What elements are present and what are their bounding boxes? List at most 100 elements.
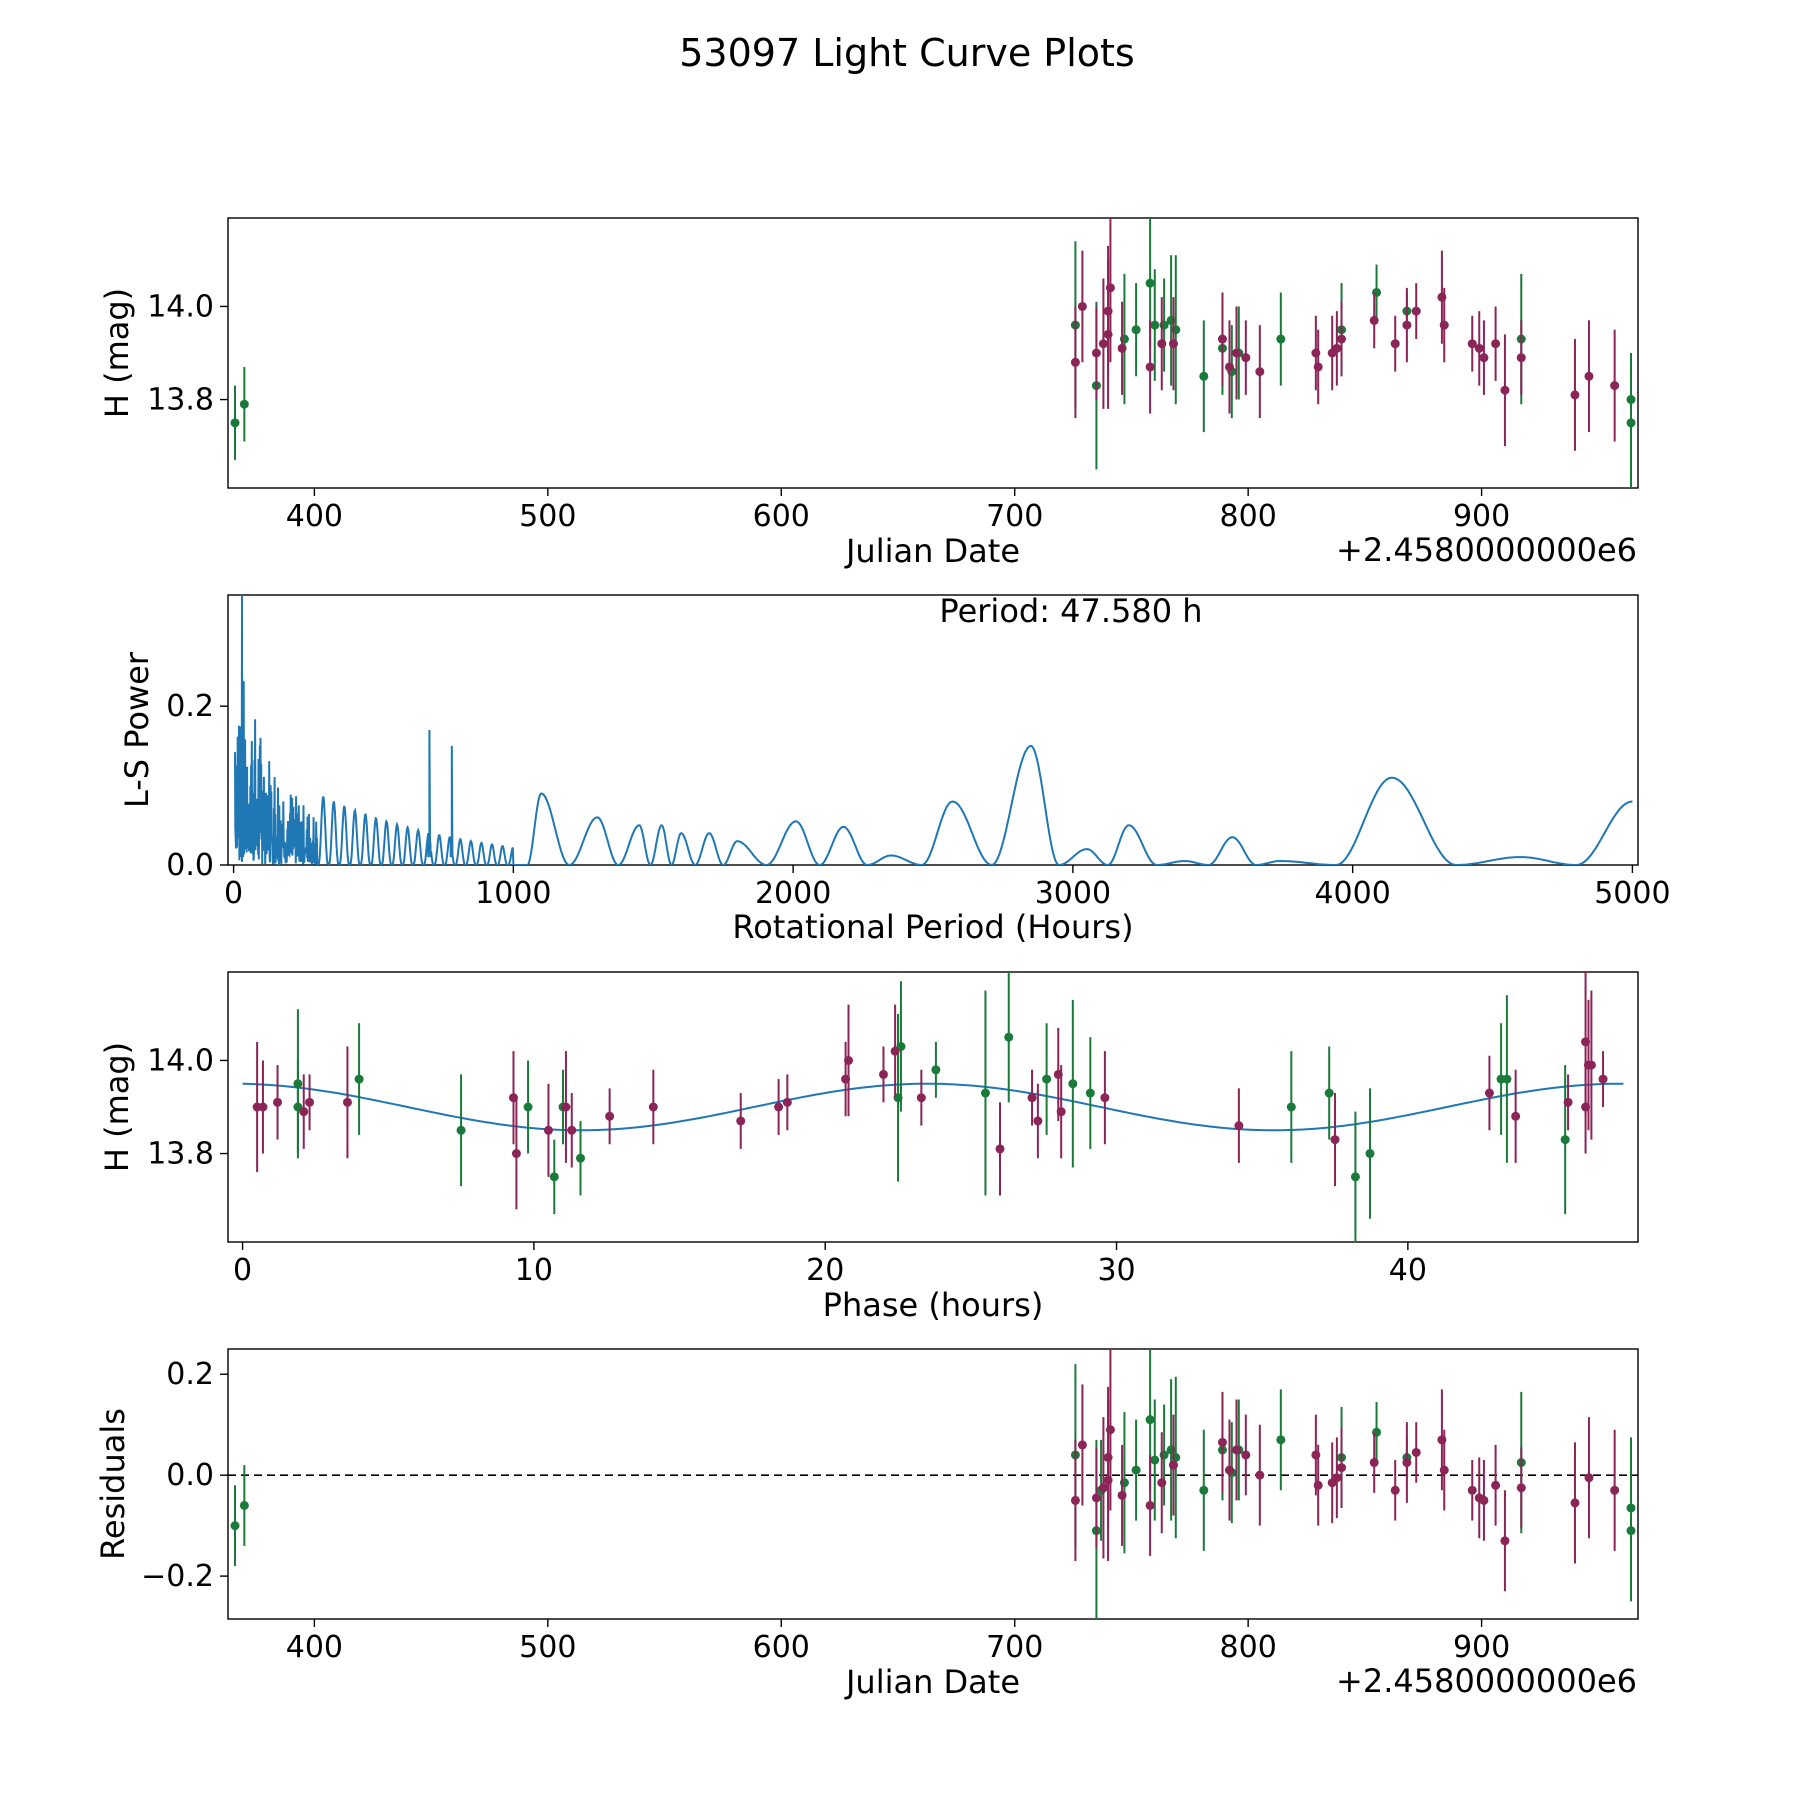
phased-data-point xyxy=(1324,1088,1334,1098)
periodogram-line xyxy=(234,595,1633,865)
light-curve-data-point xyxy=(1091,348,1101,358)
phased-model-curve xyxy=(242,1082,1624,1132)
residuals-data-point xyxy=(1369,1458,1379,1468)
residuals-data-point xyxy=(1103,1475,1113,1485)
residuals-data-point xyxy=(1390,1485,1400,1495)
light-curve-ytick-label: 14.0 xyxy=(147,289,214,324)
periodogram-xtick-label: 1000 xyxy=(475,876,551,911)
light-curve-data-point xyxy=(1516,353,1526,363)
phased-xtick-label: 10 xyxy=(515,1253,553,1288)
phased-data-point xyxy=(1234,1121,1244,1131)
phased-data-point xyxy=(995,1144,1005,1154)
residuals-xtick-label: 500 xyxy=(519,1630,576,1665)
light-curve-data-point xyxy=(1199,371,1209,381)
residuals-xtick-label: 900 xyxy=(1453,1630,1510,1665)
residuals-data-point xyxy=(1217,1437,1227,1447)
phased-data-point xyxy=(561,1102,571,1112)
phased-data-point xyxy=(1085,1088,1095,1098)
phased-data-point xyxy=(1560,1135,1570,1145)
light-curve-data-point xyxy=(1168,339,1178,349)
periodogram-xtick-label: 5000 xyxy=(1594,876,1670,911)
phased-data-point xyxy=(273,1097,283,1107)
phased-data-point xyxy=(605,1111,615,1121)
periodogram-xtick-label: 2000 xyxy=(755,876,831,911)
periodogram-xlabel: Rotational Period (Hours) xyxy=(732,908,1133,946)
figure-title: 53097 Light Curve Plots xyxy=(679,31,1134,75)
residuals-data-point xyxy=(1150,1455,1160,1465)
residuals-data-point xyxy=(1626,1526,1636,1536)
light-curve-xtick-label: 800 xyxy=(1220,499,1277,534)
residuals-data-point xyxy=(1276,1435,1286,1445)
periodogram-xtick-label: 3000 xyxy=(1035,876,1111,911)
light-curve-data-point xyxy=(1337,334,1347,344)
phased-data-point xyxy=(980,1088,990,1098)
phased-data-point xyxy=(1027,1093,1037,1103)
residuals-data-layer xyxy=(230,1349,1636,1619)
phased-data-point xyxy=(844,1055,854,1065)
phased-data-point xyxy=(305,1097,315,1107)
periodogram-data-layer xyxy=(234,595,1633,865)
phased-data-point xyxy=(1056,1107,1066,1117)
residuals-data-point xyxy=(1241,1450,1251,1460)
light-curve-data-point xyxy=(1500,385,1510,395)
phased-xtick-label: 0 xyxy=(233,1253,252,1288)
phased-data-layer xyxy=(252,972,1608,1242)
phased-data-point xyxy=(1033,1116,1043,1126)
residuals-data-point xyxy=(1313,1480,1323,1490)
residuals-data-point xyxy=(1439,1465,1449,1475)
periodogram-frame xyxy=(227,594,1639,866)
phased-data-point xyxy=(1100,1093,1110,1103)
phased-xtick-label: 30 xyxy=(1097,1253,1135,1288)
residuals-data-point xyxy=(1145,1500,1155,1510)
phased-data-point xyxy=(1330,1135,1340,1145)
periodogram-xtick-label: 0 xyxy=(224,876,243,911)
periodogram-panel: Rotational Period (Hours) L-S Power Peri… xyxy=(118,592,1671,946)
light-curve-data-point xyxy=(1157,339,1167,349)
phased-data-point xyxy=(1286,1102,1296,1112)
light-curve-data-point xyxy=(1145,278,1155,288)
phased-panel: Phase (hours) H (mag) 0 10 20 30 40 13.8 14.0 xyxy=(98,971,1639,1324)
phased-data-point xyxy=(1365,1149,1375,1159)
residuals-ytick-label: −0.2 xyxy=(141,1559,214,1594)
phased-data-point xyxy=(774,1102,784,1112)
residuals-data-point xyxy=(1231,1445,1241,1455)
light-curve-ylabel: H (mag) xyxy=(98,288,136,418)
residuals-panel: Julian Date +2.4580000000e6 Residuals 40… xyxy=(94,1348,1639,1701)
light-curve-data-point xyxy=(1467,339,1477,349)
residuals-data-point xyxy=(1070,1495,1080,1505)
light-curve-data-point xyxy=(1217,334,1227,344)
phased-data-point xyxy=(1586,1060,1596,1070)
residuals-data-point xyxy=(1199,1485,1209,1495)
light-curve-xtick-label: 900 xyxy=(1453,499,1510,534)
phased-data-point xyxy=(1350,1172,1360,1182)
residuals-data-point xyxy=(1117,1490,1127,1500)
phased-data-point xyxy=(648,1102,658,1112)
residuals-data-point xyxy=(1467,1485,1477,1495)
residuals-data-point xyxy=(1255,1470,1265,1480)
light-curve-data-point xyxy=(1584,371,1594,381)
residuals-data-point xyxy=(1402,1458,1412,1468)
phased-data-point xyxy=(511,1149,521,1159)
light-curve-data-point xyxy=(1439,320,1449,330)
residuals-data-point xyxy=(1570,1498,1580,1508)
phased-data-point xyxy=(1484,1088,1494,1098)
periodogram-xtick-label: 4000 xyxy=(1314,876,1390,911)
residuals-data-point xyxy=(1332,1473,1342,1483)
residuals-x-offset: +2.4580000000e6 xyxy=(1336,1662,1637,1700)
phased-data-point xyxy=(736,1116,746,1126)
phased-data-point xyxy=(523,1102,533,1112)
light-curve-xtick-label: 600 xyxy=(753,499,810,534)
light-curve-data-point xyxy=(1117,343,1127,353)
residuals-data-point xyxy=(1098,1483,1108,1493)
phased-data-point xyxy=(258,1102,268,1112)
residuals-data-point xyxy=(1077,1440,1087,1450)
light-curve-xtick-label: 700 xyxy=(986,499,1043,534)
phased-data-point xyxy=(1502,1074,1512,1084)
phased-data-point xyxy=(1042,1074,1052,1084)
phased-data-point xyxy=(1598,1074,1608,1084)
residuals-data-point xyxy=(1168,1460,1178,1470)
phased-frame xyxy=(227,971,1639,1243)
periodogram-ytick-label: 0.0 xyxy=(166,848,214,883)
light-curve-data-point xyxy=(1402,320,1412,330)
